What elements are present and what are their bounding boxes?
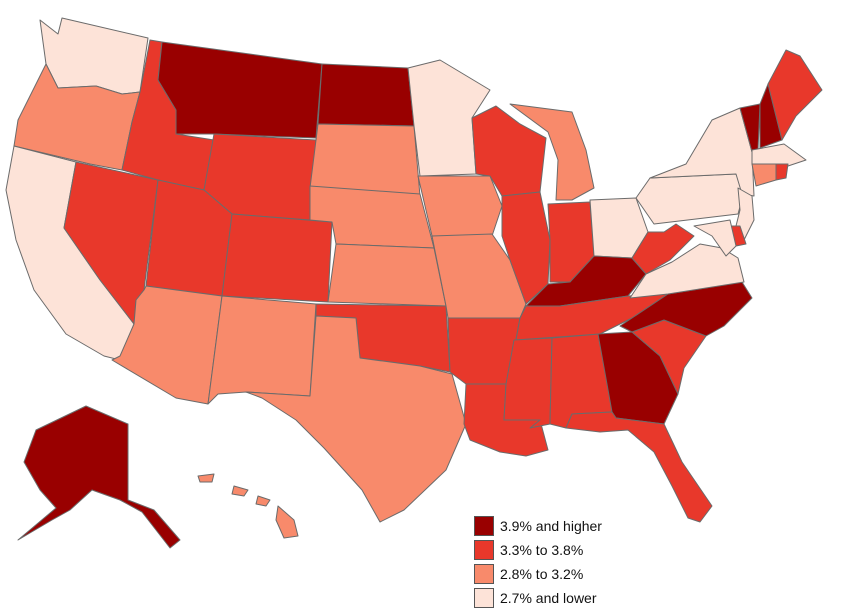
- legend-swatch: [474, 540, 494, 560]
- legend-item: 3.9% and higher: [474, 514, 674, 538]
- legend-label: 2.8% to 3.2%: [500, 566, 584, 582]
- legend-item: 2.8% to 3.2%: [474, 562, 674, 586]
- state-VA[interactable]: [629, 243, 745, 299]
- state-HI-3[interactable]: [255, 495, 271, 507]
- state-WV[interactable]: [631, 223, 695, 275]
- state-MA[interactable]: [751, 143, 807, 167]
- legend-swatch: [474, 516, 494, 536]
- state-CO[interactable]: [221, 213, 333, 303]
- legend-item: 3.3% to 3.8%: [474, 538, 674, 562]
- state-HI-2[interactable]: [231, 485, 249, 497]
- state-PA[interactable]: [635, 173, 745, 225]
- state-IL[interactable]: [501, 191, 551, 305]
- legend-label: 3.3% to 3.8%: [500, 542, 584, 558]
- state-HI-4[interactable]: [275, 505, 299, 539]
- legend-swatch: [474, 588, 494, 608]
- state-NM[interactable]: [207, 295, 317, 405]
- state-MT[interactable]: [157, 41, 323, 139]
- state-IA[interactable]: [417, 175, 503, 237]
- legend: 3.9% and higher 3.3% to 3.8% 2.8% to 3.2…: [474, 514, 674, 610]
- state-HI-1[interactable]: [197, 473, 215, 483]
- state-MD[interactable]: [693, 219, 737, 257]
- state-AK[interactable]: [17, 405, 181, 549]
- state-SD[interactable]: [309, 123, 421, 197]
- legend-label: 3.9% and higher: [500, 518, 602, 534]
- state-KS[interactable]: [327, 243, 447, 307]
- state-ND[interactable]: [317, 63, 415, 127]
- state-TX[interactable]: [245, 315, 467, 523]
- legend-item: 2.7% and lower: [474, 586, 674, 610]
- state-FL[interactable]: [565, 411, 713, 523]
- legend-label: 2.7% and lower: [500, 590, 597, 606]
- state-WA[interactable]: [39, 17, 149, 95]
- state-RI[interactable]: [775, 163, 789, 181]
- state-MI[interactable]: [509, 103, 595, 201]
- legend-swatch: [474, 564, 494, 584]
- state-ME[interactable]: [767, 49, 823, 141]
- state-CT[interactable]: [751, 163, 777, 187]
